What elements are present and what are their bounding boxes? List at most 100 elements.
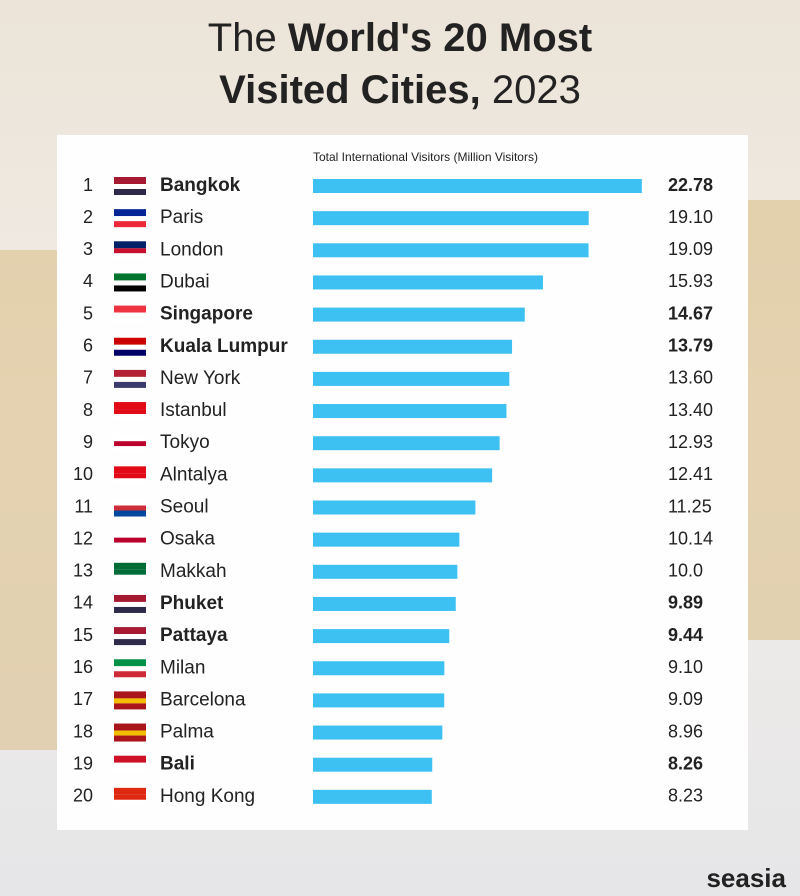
- flag: [114, 253, 146, 260]
- flag: [114, 639, 146, 646]
- rank: 18: [73, 721, 93, 741]
- value-label: 19.09: [668, 239, 713, 259]
- flag: [114, 569, 146, 575]
- flag: [114, 285, 146, 292]
- bar: [313, 757, 433, 772]
- value-label: 13.60: [668, 368, 713, 388]
- flag: [114, 280, 146, 286]
- rank: 2: [83, 207, 93, 227]
- flag: [114, 627, 146, 635]
- bar: [313, 596, 456, 611]
- flag: [114, 466, 146, 474]
- flag: [114, 344, 146, 350]
- flag: [114, 478, 146, 485]
- bar: [313, 725, 443, 740]
- bar: [313, 211, 589, 226]
- value-label: 9.09: [668, 689, 703, 709]
- value-label: 22.78: [668, 175, 713, 195]
- value-label: 13.79: [668, 336, 713, 356]
- value-label: 12.93: [668, 432, 713, 452]
- flag: [114, 349, 146, 356]
- bar: [313, 532, 460, 547]
- flag: [114, 305, 146, 313]
- flag: [114, 189, 146, 195]
- value-label: 11.25: [668, 496, 712, 516]
- flag: [114, 184, 146, 189]
- flag: [114, 241, 146, 249]
- bar: [313, 564, 458, 579]
- flag: [114, 755, 146, 763]
- city-name: Seoul: [160, 497, 209, 518]
- bar: [313, 243, 589, 258]
- flag: [114, 594, 146, 602]
- rank: 14: [73, 593, 93, 613]
- city-name: Palma: [160, 722, 214, 743]
- city-name: Bangkok: [160, 175, 241, 196]
- flag: [114, 505, 146, 511]
- rank: 10: [73, 464, 93, 484]
- flag: [114, 562, 146, 570]
- rank: 17: [73, 689, 93, 709]
- rank: 6: [83, 336, 93, 356]
- city-name: Kuala Lumpur: [160, 336, 288, 357]
- bar: [313, 275, 543, 290]
- bar: [313, 789, 432, 804]
- value-label: 9.44: [668, 625, 703, 645]
- rank: 1: [83, 175, 93, 195]
- value-label: 10.14: [668, 528, 713, 548]
- value-label: 19.10: [668, 207, 713, 227]
- bar: [313, 371, 510, 386]
- bar: [313, 629, 450, 644]
- flag: [114, 216, 146, 222]
- rank: 13: [73, 561, 93, 581]
- flag: [114, 730, 146, 736]
- flag: [114, 473, 146, 479]
- flag: [114, 441, 146, 447]
- value-label: 8.96: [668, 721, 703, 741]
- flag: [114, 409, 146, 415]
- value-label: 8.23: [668, 786, 703, 806]
- axis-label: Total International Visitors (Million Vi…: [313, 150, 538, 164]
- value-label: 9.10: [668, 657, 703, 677]
- brand: seasia: [706, 863, 786, 893]
- value-label: 9.89: [668, 593, 703, 613]
- city-name: Tokyo: [160, 432, 210, 453]
- flag: [114, 537, 146, 543]
- rank: 8: [83, 400, 93, 420]
- flag: [114, 659, 146, 667]
- flag: [114, 434, 146, 442]
- temple-left: [0, 250, 57, 750]
- flag: [114, 691, 146, 699]
- value-label: 12.41: [668, 464, 713, 484]
- flag: [114, 542, 146, 549]
- bar: [313, 404, 507, 419]
- title-line-2: Visited Cities, 2023: [219, 68, 581, 112]
- flag: [114, 498, 146, 506]
- flag: [114, 767, 146, 774]
- flag: [114, 402, 146, 410]
- rank: 7: [83, 368, 93, 388]
- flag: [114, 376, 146, 382]
- flag: [114, 209, 146, 217]
- city-name: Phuket: [160, 593, 224, 614]
- flag: [114, 606, 146, 613]
- rank: 19: [73, 753, 93, 773]
- bar: [313, 307, 525, 322]
- flag: [114, 703, 146, 710]
- flag: [114, 574, 146, 581]
- flag: [114, 414, 146, 421]
- bar: [313, 661, 445, 676]
- value-label: 10.0: [668, 561, 703, 581]
- flag: [114, 317, 146, 324]
- value-label: 8.26: [668, 753, 703, 773]
- flag: [114, 634, 146, 640]
- value-label: 13.40: [668, 400, 713, 420]
- bar: [313, 468, 493, 483]
- rank: 9: [83, 432, 93, 452]
- title-bold: World's 20 Most: [288, 16, 592, 60]
- flag: [114, 601, 146, 607]
- flag: [114, 510, 146, 517]
- city-name: Pattaya: [160, 625, 228, 646]
- flag: [114, 312, 146, 318]
- flag: [114, 698, 146, 704]
